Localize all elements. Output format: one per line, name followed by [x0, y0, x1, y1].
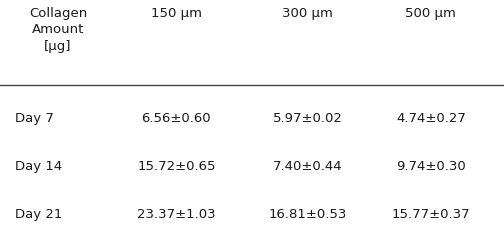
Text: 500 μm: 500 μm: [406, 7, 456, 20]
Text: 23.37±1.03: 23.37±1.03: [137, 207, 216, 220]
Text: 300 μm: 300 μm: [282, 7, 333, 20]
Text: 15.72±0.65: 15.72±0.65: [137, 159, 216, 172]
Text: 7.40±0.44: 7.40±0.44: [273, 159, 342, 172]
Text: 150 μm: 150 μm: [151, 7, 202, 20]
Text: Day 21: Day 21: [15, 207, 62, 220]
Text: 15.77±0.37: 15.77±0.37: [392, 207, 470, 220]
Text: Day 14: Day 14: [15, 159, 62, 172]
Text: 6.56±0.60: 6.56±0.60: [142, 111, 211, 125]
Text: Day 7: Day 7: [15, 111, 54, 125]
Text: 9.74±0.30: 9.74±0.30: [396, 159, 466, 172]
Text: 5.97±0.02: 5.97±0.02: [273, 111, 342, 125]
Text: Collagen
Amount
[μg]: Collagen Amount [μg]: [29, 7, 87, 53]
Text: 16.81±0.53: 16.81±0.53: [268, 207, 347, 220]
Text: 4.74±0.27: 4.74±0.27: [396, 111, 466, 125]
